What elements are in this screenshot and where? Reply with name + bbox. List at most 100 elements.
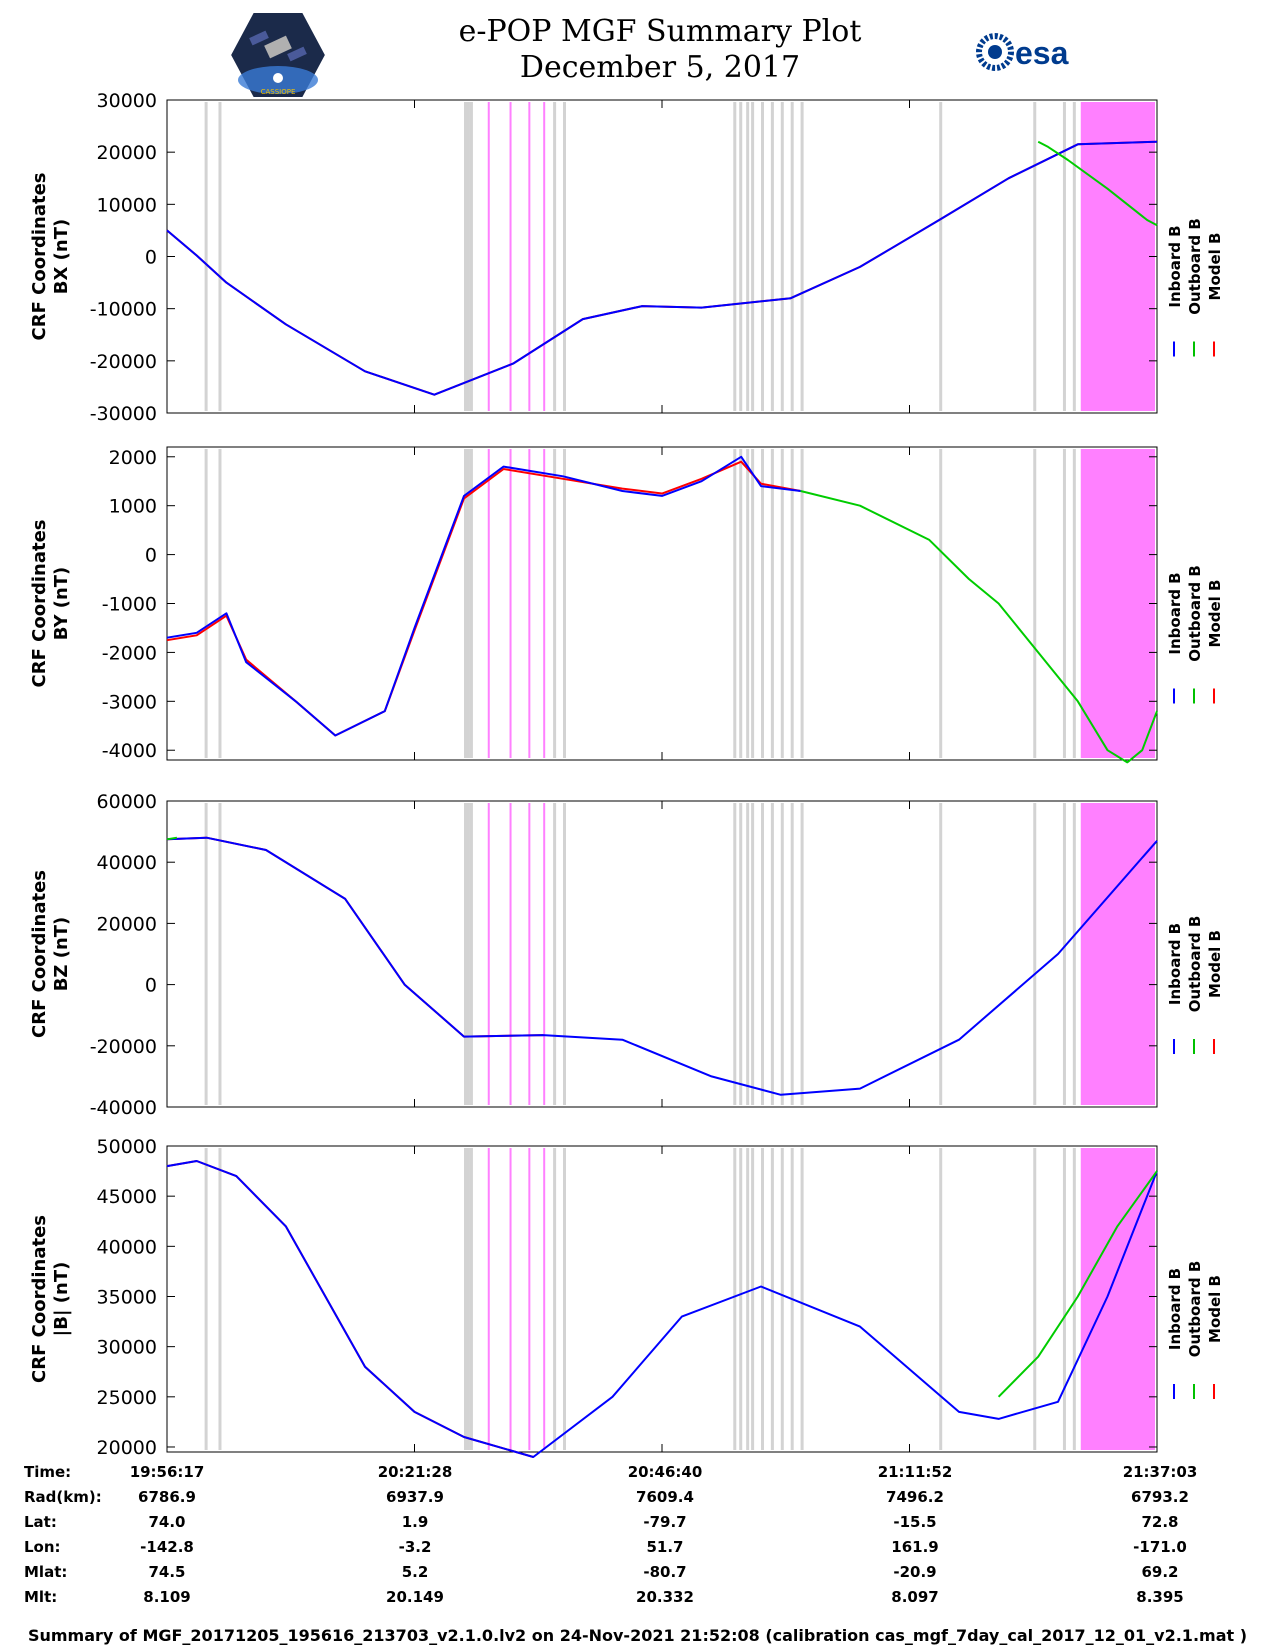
gap-band [761, 102, 764, 411]
esa-logo-text: esa [1015, 35, 1069, 71]
gap-band [780, 102, 784, 411]
info-row-label: Lat: [24, 1513, 57, 1531]
info-cell: -142.8 [140, 1538, 194, 1556]
gap-band [733, 803, 737, 1105]
gap-band [1072, 449, 1076, 758]
date-text: December 5, 2017 [519, 50, 801, 85]
gap-band [1072, 1148, 1076, 1450]
title-text: e-POP MGF Summary Plot [458, 14, 862, 49]
legend-label: Outboard B [1186, 1261, 1204, 1358]
y-tick-label: 25000 [97, 1387, 157, 1409]
gap-band [469, 449, 473, 758]
chart-panel-3: 60000 40000 20000 0 -20000 -40000 CRF Coordina… [29, 791, 1224, 1119]
legend: Inboard B Outboard B Model B [1166, 218, 1224, 357]
legend-label: Model B [1206, 233, 1224, 301]
info-row-label: Lon: [24, 1538, 61, 1556]
y-tick-label: 45000 [97, 1186, 157, 1208]
gap-band [746, 1148, 750, 1450]
legend-label: Outboard B [1186, 916, 1204, 1013]
info-cell: 8.109 [143, 1588, 191, 1606]
gap-band [800, 449, 804, 758]
pink-gap-line [543, 449, 546, 758]
gap-band [469, 102, 473, 411]
info-cell: 20:46:40 [627, 1463, 703, 1481]
gap-band [790, 449, 794, 758]
plot-frame [166, 800, 1158, 1108]
outboard-b-line [800, 490, 1158, 764]
gap-band [739, 1148, 743, 1450]
gap-band [1072, 102, 1076, 411]
model-b-line [166, 1160, 534, 1458]
info-cell: 69.2 [1141, 1563, 1179, 1581]
gap-band [1033, 803, 1037, 1105]
gap-band [939, 449, 943, 758]
gap-band [800, 102, 804, 411]
info-cell: 5.2 [401, 1563, 429, 1581]
info-cell: 6937.9 [386, 1488, 444, 1506]
y-tick-label: 10000 [97, 194, 157, 216]
pink-gap-line [509, 1148, 512, 1450]
legend: Inboard B Outboard B Model B [1166, 1261, 1224, 1399]
pink-gap-line [528, 1148, 531, 1450]
gap-band [733, 1148, 737, 1450]
gap-band [1033, 449, 1037, 758]
pink-gap-line [543, 803, 546, 1105]
gap-band [563, 102, 566, 411]
legend-label: Inboard B [1166, 1268, 1184, 1350]
pink-gap-line [528, 102, 531, 411]
y-tick-label: 30000 [97, 90, 157, 112]
y-tick-label: -20000 [90, 351, 157, 373]
pink-gap-line [543, 102, 546, 411]
info-cell: 20:21:28 [377, 1463, 453, 1481]
gap-band [1072, 803, 1076, 1105]
gap-band [800, 803, 804, 1105]
y-tick-label: 40000 [97, 1236, 157, 1258]
outboard-b-line [997, 1170, 1158, 1398]
pink-gap-line [509, 449, 512, 758]
info-cell: 74.0 [148, 1513, 186, 1531]
legend-label: Outboard B [1186, 565, 1204, 662]
model-b-line [166, 460, 801, 737]
info-cell: 7609.4 [636, 1488, 694, 1506]
info-cell: -79.7 [643, 1513, 687, 1531]
gap-band [780, 803, 784, 1105]
info-cell: -171.0 [1133, 1538, 1187, 1556]
plot-frame [166, 99, 1158, 414]
gap-band [469, 803, 473, 1105]
gap-band [464, 102, 467, 411]
gap-band [563, 1148, 566, 1450]
legend-label: Outboard B [1186, 218, 1204, 315]
pink-gap-line [487, 102, 490, 411]
legend-label: Model B [1206, 580, 1224, 648]
gap-band [733, 102, 737, 411]
y-tick-label: -30000 [90, 403, 157, 425]
gap-band [204, 449, 208, 758]
gap-band [739, 102, 743, 411]
gap-band [751, 102, 755, 411]
info-cell: 161.9 [891, 1538, 939, 1556]
info-cell: -20.9 [893, 1563, 937, 1581]
info-cell: 21:11:52 [877, 1463, 953, 1481]
y-tick-label: -20000 [90, 1036, 157, 1058]
gap-band [218, 449, 222, 758]
gap-band [563, 449, 566, 758]
y-axis-unit-label: BY (nT) [51, 567, 72, 641]
gap-band [1062, 803, 1066, 1105]
model-b-line [166, 836, 544, 1038]
pink-gap-line [528, 449, 531, 758]
legend-label: Inboard B [1166, 225, 1184, 307]
gap-band [739, 803, 743, 1105]
info-cell: 20.332 [636, 1588, 694, 1606]
y-tick-label: 20000 [97, 142, 157, 164]
legend-label: Inboard B [1166, 923, 1184, 1005]
y-tick-label: 0 [145, 975, 157, 997]
gap-band [761, 449, 764, 758]
gap-band [464, 803, 467, 1105]
pink-gap-line [509, 803, 512, 1105]
y-axis-unit-label: |B| (nT) [51, 1262, 72, 1337]
gap-band [790, 803, 794, 1105]
gap-band [1033, 102, 1037, 411]
legend: Inboard B Outboard B Model B [1166, 916, 1224, 1054]
plot-frame [166, 1145, 1158, 1453]
gap-band [746, 102, 750, 411]
